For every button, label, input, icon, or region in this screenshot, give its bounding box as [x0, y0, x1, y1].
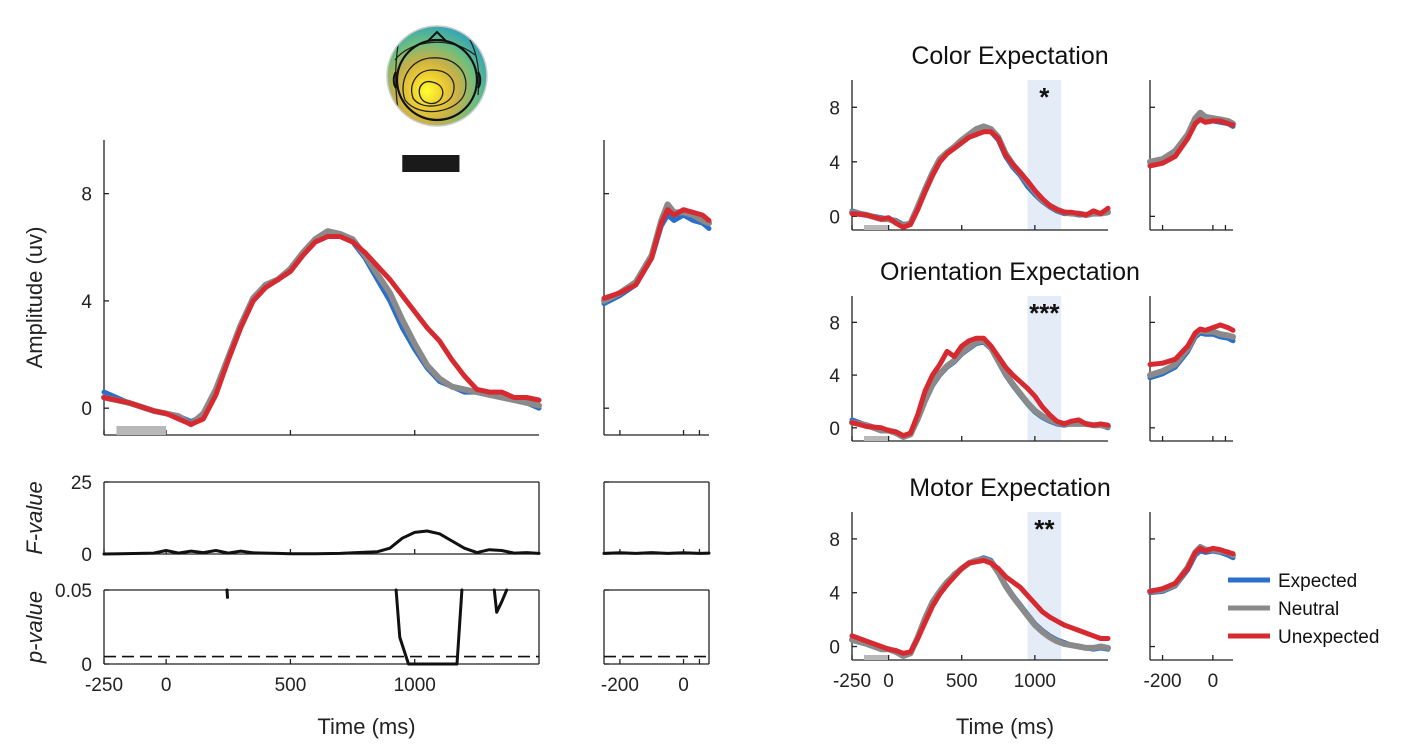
panel-color_resp: [1147, 80, 1236, 231]
baseline-window-bar: [116, 426, 167, 435]
panel-color: * 0 4 8 Color Expectation: [829, 42, 1111, 231]
y-tick-label: 8: [81, 185, 92, 206]
y-tick-label: 0: [829, 638, 840, 659]
panel-motor: ** 0 4 8 -250 0 500 1000 Motor Expectation Time (…: [829, 474, 1111, 739]
legend-label-unexpected: Unexpected: [1278, 627, 1379, 648]
panel-title: Color Expectation: [911, 42, 1108, 70]
x-tick-label: 0: [678, 675, 689, 696]
series-line-p: [394, 588, 464, 666]
series-line-unexpected: [1147, 545, 1236, 594]
x-tick-label: 0: [883, 671, 894, 692]
series-line-unexpected: [1147, 322, 1236, 367]
y-tick-label: 0: [81, 545, 92, 566]
series-line-expected: [849, 555, 1111, 658]
x-tick-label: 1000: [1014, 671, 1056, 692]
x-tick-label: -250: [833, 671, 871, 692]
baseline-window-bar: [864, 225, 888, 230]
panel-fvalue_resp: [602, 481, 711, 555]
panel-orientation_resp: [1147, 296, 1236, 442]
significance-stars: *: [1039, 82, 1050, 112]
y-axis-label: Amplitude (uv): [22, 227, 47, 369]
baseline-window-bar: [864, 436, 888, 441]
panel-fvalue: 0 25 F-value: [22, 473, 541, 566]
series-line-p2: [492, 588, 509, 614]
y-axis-label-fvalue: F-value: [22, 481, 47, 554]
panel-motor_resp: -200 0: [1144, 512, 1236, 692]
y-tick-label: 0.05: [55, 581, 92, 602]
y-tick-label: 8: [829, 98, 840, 119]
panel-title: Motor Expectation: [909, 474, 1111, 502]
x-tick-label: 0: [161, 675, 172, 696]
series-line-neutral: [101, 228, 542, 428]
legend-label-neutral: Neutral: [1278, 599, 1339, 620]
series-line-neutral: [1147, 544, 1236, 595]
series-line-unexpected: [101, 234, 542, 427]
y-tick-label: 0: [829, 207, 840, 228]
legend: Expected Neutral Unexpected: [1228, 571, 1379, 648]
y-tick-label: 0: [81, 655, 92, 676]
y-tick-label: 4: [829, 366, 840, 387]
x-tick-label: 0: [1208, 671, 1219, 692]
y-axis-label-pvalue: p-value: [22, 591, 47, 664]
significance-stars: ***: [1029, 298, 1060, 328]
x-tick-label: 500: [946, 671, 978, 692]
scalp-topography: [386, 25, 488, 127]
series-line-unexpected: [849, 557, 1111, 656]
baseline-window-bar: [864, 655, 888, 660]
panel-main_erp: 0 4 8 Amplitude (uv): [22, 140, 542, 436]
x-tick-label: 1000: [394, 675, 436, 696]
x-axis-label: Time (ms): [317, 714, 415, 739]
x-tick-label: -250: [85, 675, 123, 696]
series-line-p3: [225, 588, 229, 599]
x-tick-label: 500: [275, 675, 307, 696]
y-tick-label: 4: [829, 584, 840, 605]
y-tick-label: 4: [81, 292, 92, 313]
series-line-unexpected: [849, 335, 1111, 439]
y-tick-label: 0: [81, 399, 92, 420]
y-tick-label: 4: [829, 153, 840, 174]
panel-title: Orientation Expectation: [880, 258, 1140, 286]
panel-pvalue_resp: -200 0: [601, 589, 710, 696]
series-line-neutral: [849, 556, 1111, 659]
legend-label-expected: Expected: [1278, 571, 1357, 592]
panel-orientation: *** 0 4 8 Orientation Expectation: [829, 258, 1140, 442]
x-tick-label: -200: [1144, 671, 1182, 692]
series-line-f: [102, 529, 541, 556]
series-line-f: [602, 551, 711, 555]
y-tick-label: 8: [829, 313, 840, 334]
series-line-unexpected: [1147, 117, 1236, 169]
y-tick-label: 8: [829, 530, 840, 551]
y-tick-label: 25: [71, 473, 92, 494]
significance-bar: [402, 155, 460, 172]
significance-stars: **: [1034, 514, 1055, 544]
x-axis-label-right: Time (ms): [956, 714, 1054, 739]
series-line-unexpected: [849, 129, 1111, 230]
x-tick-label: -200: [601, 675, 639, 696]
panel-main_erp_resp: [601, 140, 712, 436]
series-line-unexpected: [601, 207, 712, 301]
y-tick-label: 0: [829, 419, 840, 440]
